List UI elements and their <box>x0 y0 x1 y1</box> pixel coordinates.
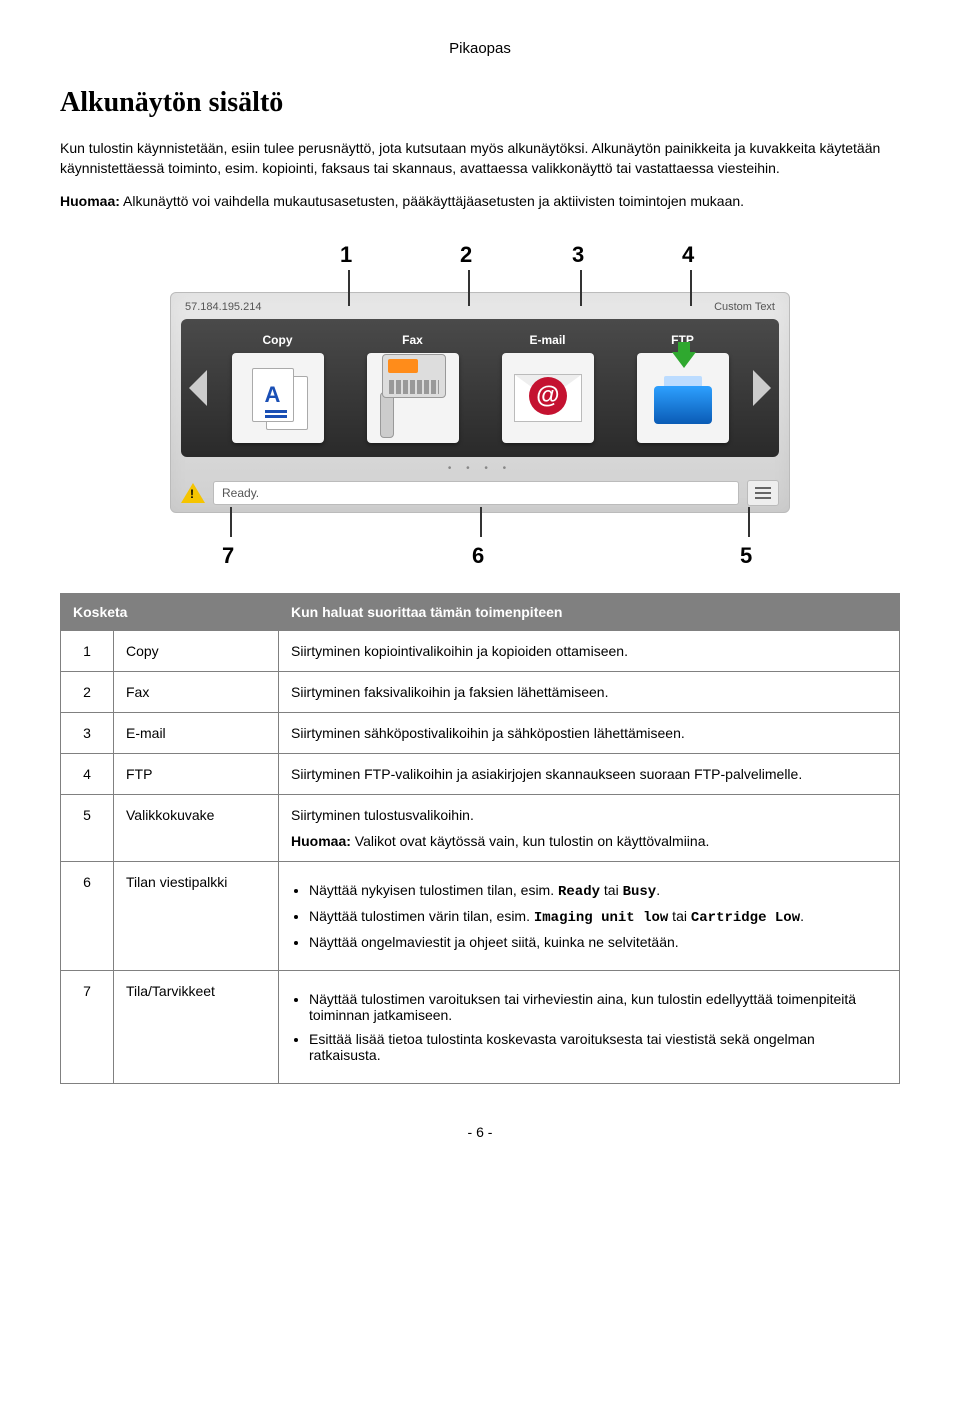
cell-desc: Siirtyminen tulostusvalikoihin. Huomaa: … <box>279 794 900 861</box>
table-row: 4 FTP Siirtyminen FTP-valikoihin ja asia… <box>61 753 900 794</box>
printer-panel-figure: 1 2 3 4 57.184.195.214 Custom Text Copy … <box>170 242 790 573</box>
row5-note-label: Huomaa: <box>291 833 351 849</box>
page-dots: • • • • <box>181 457 779 476</box>
table-row: 2 Fax Siirtyminen faksivalikoihin ja fak… <box>61 671 900 712</box>
callout-5: 5 <box>740 543 752 569</box>
ip-address: 57.184.195.214 <box>185 301 261 313</box>
cell-desc: Siirtyminen FTP-valikoihin ja asiakirjoj… <box>279 753 900 794</box>
row6-bullet: Näyttää nykyisen tulostimen tilan, esim.… <box>309 882 887 900</box>
status-bar[interactable]: Ready. <box>213 481 739 505</box>
app-email-label: E-mail <box>502 333 594 347</box>
callout-6: 6 <box>472 543 484 569</box>
arrow-left-icon[interactable] <box>189 370 207 406</box>
cell-num: 4 <box>61 753 114 794</box>
callout-2: 2 <box>460 242 472 268</box>
cell-desc: Siirtyminen kopiointivalikoihin ja kopio… <box>279 630 900 671</box>
th-left: Kosketa <box>61 593 279 630</box>
copy-letter: A <box>252 368 294 422</box>
intro-paragraph: Kun tulostin käynnistetään, esiin tulee … <box>60 139 900 178</box>
cell-name: Tilan viestipalkki <box>114 861 279 970</box>
callout-4: 4 <box>682 242 694 268</box>
cell-num: 2 <box>61 671 114 712</box>
cell-name: Tila/Tarvikkeet <box>114 970 279 1083</box>
cell-name: FTP <box>114 753 279 794</box>
t: Näyttää tulostimen värin tilan, esim. <box>309 908 534 924</box>
cell-num: 6 <box>61 861 114 970</box>
warning-icon[interactable] <box>181 483 205 503</box>
t: . <box>656 882 660 898</box>
t: tai <box>600 882 623 898</box>
cell-desc: Siirtyminen faksivalikoihin ja faksien l… <box>279 671 900 712</box>
touch-panel: 57.184.195.214 Custom Text Copy A Fax <box>170 292 790 513</box>
table-row: 1 Copy Siirtyminen kopiointivalikoihin j… <box>61 630 900 671</box>
mono: Ready <box>558 884 600 900</box>
callout-3: 3 <box>572 242 584 268</box>
arrow-right-icon[interactable] <box>753 370 771 406</box>
row6-bullet: Näyttää ongelmaviestit ja ohjeet siitä, … <box>309 934 887 950</box>
mono: Cartridge Low <box>691 910 800 926</box>
app-fax[interactable]: Fax <box>367 333 459 443</box>
corner-text: Custom Text <box>714 301 775 313</box>
app-fax-label: Fax <box>367 333 459 347</box>
cell-desc: Siirtyminen sähköpostivalikoihin ja sähk… <box>279 712 900 753</box>
table-row: 7 Tila/Tarvikkeet Näyttää tulostimen var… <box>61 970 900 1083</box>
callouts-bottom: 7 6 5 <box>170 513 790 573</box>
table-row: 6 Tilan viestipalkki Näyttää nykyisen tu… <box>61 861 900 970</box>
row5-note-text: Valikot ovat käytössä vain, kun tulostin… <box>351 833 709 849</box>
app-copy-label: Copy <box>232 333 324 347</box>
cell-desc: Näyttää nykyisen tulostimen tilan, esim.… <box>279 861 900 970</box>
th-right: Kun haluat suorittaa tämän toimenpiteen <box>279 593 900 630</box>
cell-name: Fax <box>114 671 279 712</box>
row7-bullet: Näyttää tulostimen varoituksen tai virhe… <box>309 991 887 1023</box>
app-copy[interactable]: Copy A <box>232 333 324 443</box>
t: Näyttää nykyisen tulostimen tilan, esim. <box>309 882 558 898</box>
cell-name: Copy <box>114 630 279 671</box>
cell-num: 3 <box>61 712 114 753</box>
note-label: Huomaa: <box>60 193 120 209</box>
mono: Imaging unit low <box>534 910 668 926</box>
row5-desc: Siirtyminen tulostusvalikoihin. <box>291 807 474 823</box>
t: . <box>800 908 804 924</box>
row6-bullet: Näyttää tulostimen värin tilan, esim. Im… <box>309 908 887 926</box>
callouts-top: 1 2 3 4 <box>170 242 790 292</box>
callout-7: 7 <box>222 543 234 569</box>
page-number: - 6 - <box>60 1124 900 1140</box>
table-row: 3 E-mail Siirtyminen sähköpostivalikoihi… <box>61 712 900 753</box>
doc-header: Pikaopas <box>60 40 900 57</box>
table-row: 5 Valikkokuvake Siirtyminen tulostusvali… <box>61 794 900 861</box>
app-ftp[interactable]: FTP <box>637 333 729 443</box>
menu-button[interactable] <box>747 480 779 506</box>
note-paragraph: Huomaa: Alkunäyttö voi vaihdella mukautu… <box>60 192 900 212</box>
cell-name: E-mail <box>114 712 279 753</box>
app-email[interactable]: E-mail @ <box>502 333 594 443</box>
note-text: Alkunäyttö voi vaihdella mukautusasetust… <box>120 193 744 209</box>
cell-name: Valikkokuvake <box>114 794 279 861</box>
cell-num: 7 <box>61 970 114 1083</box>
callout-1: 1 <box>340 242 352 268</box>
row7-bullet: Esittää lisää tietoa tulostinta koskevas… <box>309 1031 887 1063</box>
mono: Busy <box>623 884 657 900</box>
cell-num: 1 <box>61 630 114 671</box>
cell-desc: Näyttää tulostimen varoituksen tai virhe… <box>279 970 900 1083</box>
page-title: Alkunäytön sisältö <box>60 87 900 119</box>
reference-table: Kosketa Kun haluat suorittaa tämän toime… <box>60 593 900 1084</box>
cell-num: 5 <box>61 794 114 861</box>
t: tai <box>668 908 691 924</box>
